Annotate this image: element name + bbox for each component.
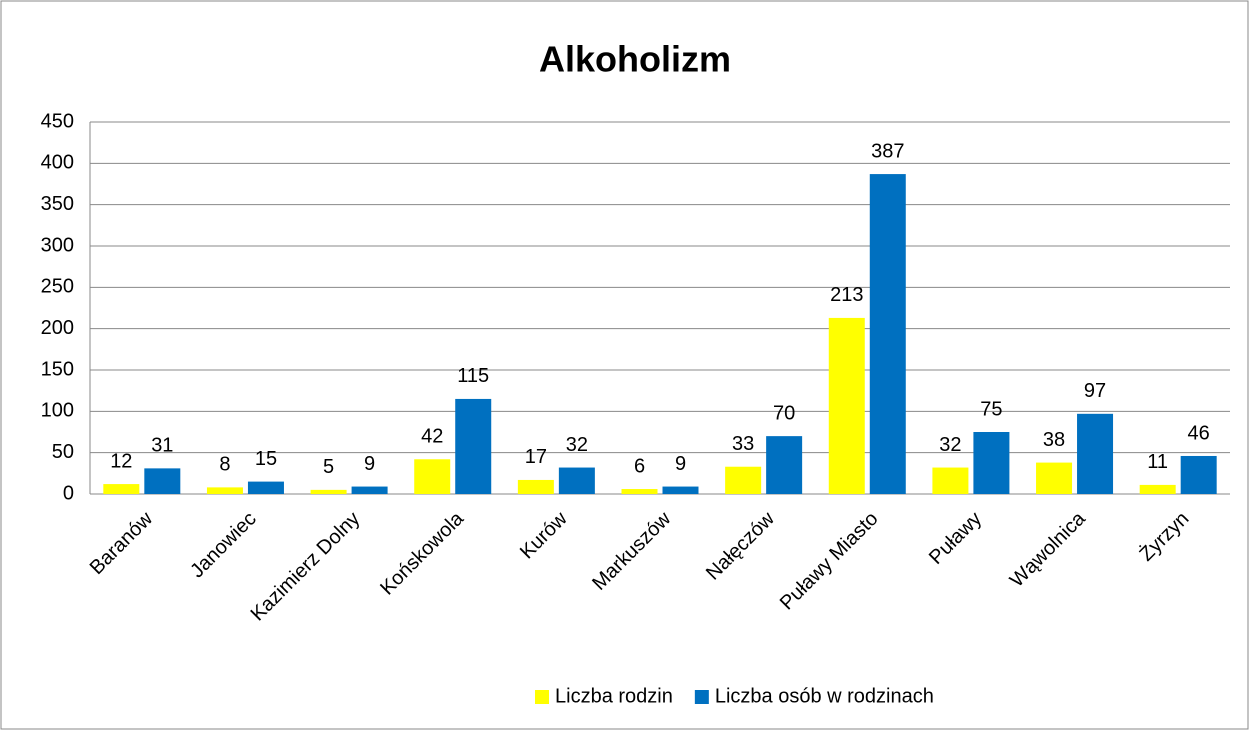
bar [1036, 462, 1073, 494]
value-label: 115 [457, 365, 489, 387]
value-label: 75 [980, 398, 1002, 420]
value-label: 46 [1188, 422, 1210, 444]
value-label: 15 [255, 448, 277, 470]
value-label: 6 [634, 455, 645, 477]
y-tick-label: 350 [41, 193, 74, 215]
y-tick-label: 300 [41, 234, 74, 256]
y-tick-label: 0 [63, 482, 74, 504]
bar [932, 467, 969, 494]
bar [621, 489, 658, 494]
value-label: 17 [525, 446, 547, 468]
value-label: 32 [566, 434, 588, 456]
y-tick-label: 450 [41, 110, 74, 132]
value-label: 213 [830, 284, 863, 306]
legend-label: Liczba rodzin [555, 685, 673, 707]
y-tick-label: 50 [52, 441, 74, 463]
y-tick-label: 150 [41, 358, 74, 380]
bar [144, 468, 181, 494]
chart-title: Alkoholizm [539, 39, 731, 80]
legend-label: Liczba osób w rodzinach [715, 685, 934, 707]
value-label: 12 [110, 450, 132, 472]
bar [247, 481, 284, 494]
y-tick-label: 400 [41, 152, 74, 174]
bar [310, 489, 347, 494]
value-label: 38 [1043, 429, 1065, 451]
bar [206, 487, 243, 494]
value-label: 97 [1084, 380, 1106, 402]
y-tick-label: 200 [41, 317, 74, 339]
bar [414, 459, 451, 494]
value-label: 32 [939, 434, 961, 456]
bar [662, 486, 699, 494]
bar [1180, 455, 1217, 494]
value-label: 42 [421, 426, 443, 448]
bar [103, 484, 140, 494]
value-label: 387 [871, 140, 904, 162]
value-label: 31 [151, 435, 173, 457]
value-label: 8 [219, 454, 230, 476]
bar [558, 467, 595, 494]
bar [766, 436, 803, 494]
value-label: 5 [323, 456, 334, 478]
y-tick-label: 100 [41, 400, 74, 422]
bar [517, 479, 554, 494]
bar [1077, 413, 1114, 494]
bar [351, 486, 388, 494]
legend-swatch [694, 690, 709, 704]
value-label: 33 [732, 433, 754, 455]
bar [973, 432, 1010, 494]
bar [828, 317, 865, 494]
bar [455, 398, 492, 494]
bar [869, 174, 906, 494]
value-label: 11 [1147, 451, 1168, 473]
y-tick-label: 250 [41, 276, 74, 298]
value-label: 70 [773, 402, 795, 424]
bar [725, 466, 762, 494]
bar [1139, 484, 1176, 494]
value-label: 9 [364, 453, 375, 475]
value-label: 9 [675, 453, 686, 475]
legend-swatch [535, 690, 549, 704]
